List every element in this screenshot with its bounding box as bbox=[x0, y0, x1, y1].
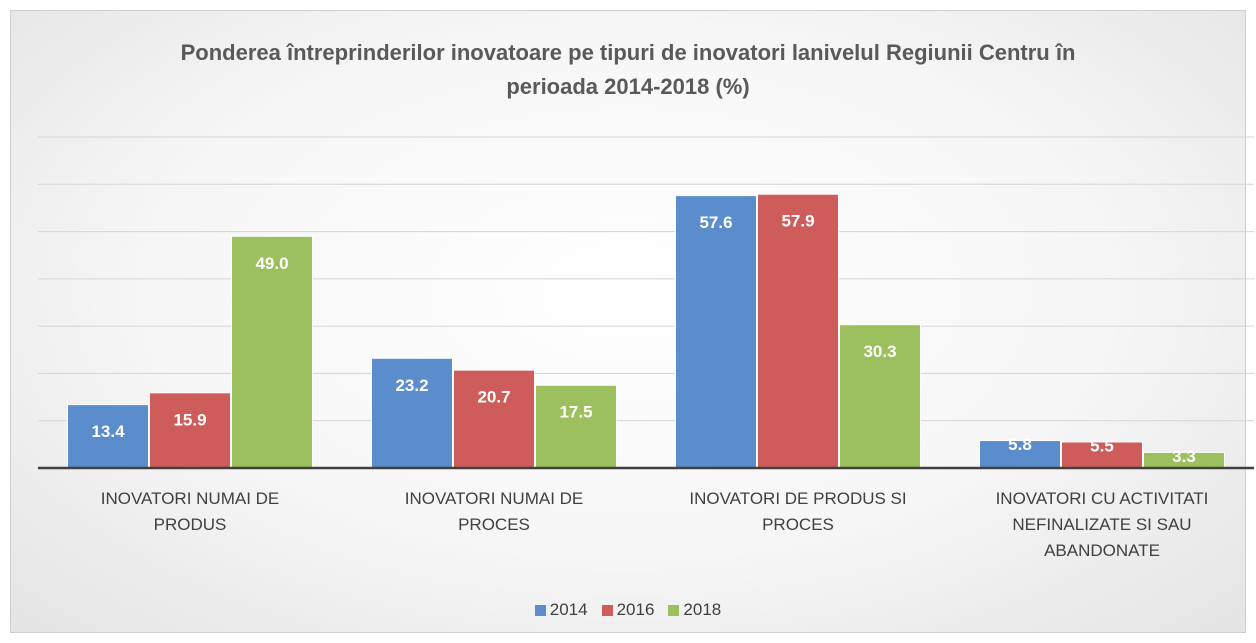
legend-item: 2018 bbox=[668, 600, 721, 620]
bar bbox=[67, 404, 149, 469]
bar bbox=[149, 392, 231, 469]
data-label: 15.9 bbox=[173, 410, 206, 429]
chart-title: Ponderea întreprinderilor inovatoare pe … bbox=[180, 40, 1076, 99]
legend-swatch bbox=[534, 604, 546, 616]
bar bbox=[231, 235, 313, 469]
bar bbox=[371, 357, 453, 469]
chart-frame bbox=[10, 10, 1246, 633]
bar bbox=[535, 384, 617, 469]
x-tick-label: INOVATORI NUMAI DE PROCES bbox=[404, 489, 584, 534]
data-label: 3.3 bbox=[1172, 447, 1196, 466]
legend-label: 2014 bbox=[549, 600, 588, 619]
legend-swatch bbox=[601, 604, 613, 616]
data-label: 23.2 bbox=[395, 376, 428, 395]
bar bbox=[675, 195, 757, 469]
data-label: 20.7 bbox=[477, 388, 510, 407]
x-tick-label: INOVATORI DE PRODUS SI PROCES bbox=[689, 489, 907, 534]
data-label: 13.4 bbox=[91, 422, 125, 441]
legend-label: 2018 bbox=[683, 600, 722, 619]
data-label: 49.0 bbox=[255, 254, 288, 273]
legend-item: 2016 bbox=[601, 600, 655, 620]
data-label: 57.6 bbox=[699, 213, 732, 232]
bar bbox=[1061, 441, 1143, 469]
legend-swatch bbox=[668, 604, 680, 616]
legend: 2014 2016 2018 bbox=[0, 600, 1256, 620]
legend-label: 2016 bbox=[616, 600, 655, 619]
bar bbox=[453, 369, 535, 469]
x-tick-label: INOVATORI CU ACTIVITATI NEFINALIZATE SI … bbox=[995, 489, 1209, 560]
data-label: 5.5 bbox=[1090, 436, 1114, 455]
bar bbox=[979, 440, 1061, 469]
bar bbox=[757, 193, 839, 469]
data-label: 57.9 bbox=[781, 212, 814, 231]
x-tick-label: INOVATORI NUMAI DE PRODUS bbox=[100, 489, 280, 534]
data-label: 5.8 bbox=[1008, 435, 1032, 454]
bar bbox=[839, 324, 921, 469]
data-label: 30.3 bbox=[863, 342, 896, 361]
legend-item: 2014 bbox=[534, 600, 588, 620]
data-label: 17.5 bbox=[559, 403, 592, 422]
